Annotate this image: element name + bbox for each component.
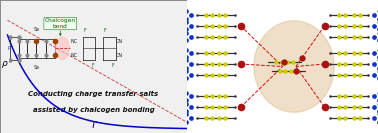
Text: Conducting charge transfer salts: Conducting charge transfer salts	[28, 90, 159, 97]
Text: assisted by chalcogen bonding: assisted by chalcogen bonding	[33, 106, 155, 113]
Text: T: T	[91, 121, 96, 130]
Ellipse shape	[254, 21, 334, 112]
Text: ρ: ρ	[2, 59, 8, 68]
